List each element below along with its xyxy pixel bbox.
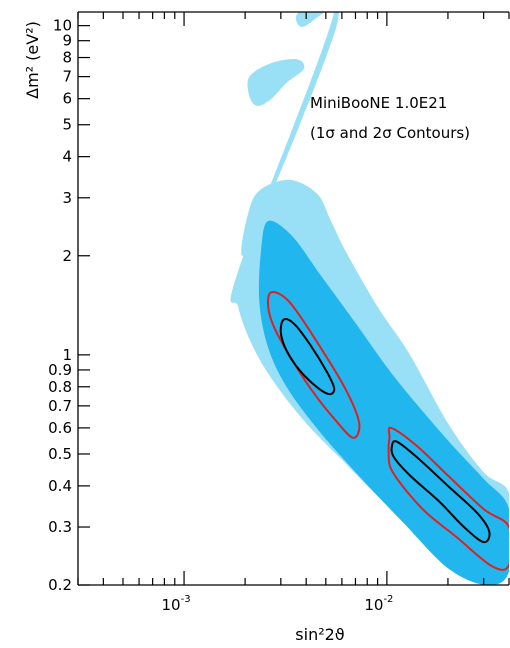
y-tick-label: 5 <box>62 116 72 134</box>
y-tick-label: 9 <box>62 32 72 50</box>
y-axis-label: Δm² (eV²) <box>23 21 42 99</box>
y-tick-label: 1 <box>62 346 72 364</box>
y-tick-label: 10 <box>53 17 72 35</box>
contour-2 <box>279 318 336 396</box>
y-tick-label: 3 <box>62 189 72 207</box>
contour-1 <box>387 426 509 571</box>
x-axis-title: sin²2ϑ <box>295 625 344 644</box>
y-tick-label: 6 <box>62 90 72 108</box>
x-axis-label: sin²2ϑ <box>295 625 344 644</box>
regions-layer <box>230 12 509 585</box>
x-tick-label: 10-2 <box>364 594 393 614</box>
y-tick-label: 0.5 <box>48 445 72 463</box>
x-tick-label: 10-3 <box>162 594 191 614</box>
y-tick-label: 8 <box>62 49 72 67</box>
y-tick-label: 0.9 <box>48 361 72 379</box>
y-tick-label: 0.4 <box>48 477 72 495</box>
contour-0 <box>267 291 361 439</box>
y-tick-label: 0.3 <box>48 518 72 536</box>
y-tick-label: 0.2 <box>48 576 72 594</box>
annotation-line1: MiniBooNE 1.0E21 <box>310 94 447 112</box>
y-tick-label: 0.6 <box>48 419 72 437</box>
contour-3 <box>390 440 491 544</box>
region-2 <box>258 220 509 585</box>
annotation-line2: (1σ and 2σ Contours) <box>310 124 470 142</box>
y-tick-label: 2 <box>62 247 72 265</box>
y-tick-label: 0.7 <box>48 397 72 415</box>
y-tick-label: 0.8 <box>48 378 72 396</box>
contours-layer <box>267 291 509 571</box>
annotation: MiniBooNE 1.0E21 (1σ and 2σ Contours) <box>310 94 470 142</box>
y-tick-label: 4 <box>62 148 72 166</box>
y-tick-label: 7 <box>62 68 72 86</box>
y-axis-title: Δm² (eV²) <box>23 21 42 99</box>
region-1 <box>247 59 305 107</box>
